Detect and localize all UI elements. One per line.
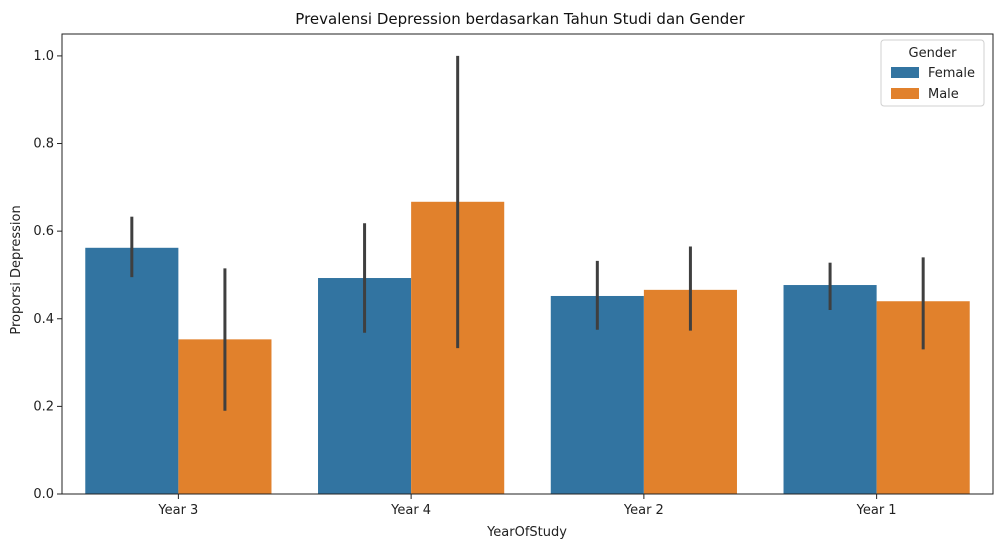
legend-swatch-male [891, 88, 919, 99]
plot-area: 0.0 0.2 0.4 0.6 0.8 1.0 Year 3 Year 4 Year 2 Year… [33, 33, 994, 518]
legend-label-female: Female [928, 66, 975, 81]
x-tick-label: Year 1 [856, 503, 897, 518]
x-axis-label: YearOfStudy [486, 525, 567, 540]
legend: Gender Female Male [880, 39, 985, 107]
x-tick-label: Year 3 [157, 503, 198, 518]
y-tick-label: 1.0 [33, 49, 54, 64]
legend-label-male: Male [928, 87, 959, 102]
y-axis-label: Proporsi Depression [9, 205, 24, 334]
bar-female-year-1 [783, 285, 877, 494]
x-tick-label: Year 2 [623, 503, 664, 518]
y-tick-label: 0.6 [33, 224, 54, 239]
y-tick-label: 0.2 [33, 399, 54, 414]
legend-swatch-female [891, 67, 919, 78]
legend-title: Gender [909, 46, 958, 61]
y-tick-label: 0.0 [33, 487, 54, 502]
chart-title: Prevalensi Depression berdasarkan Tahun … [295, 10, 745, 28]
bar-female-year-3 [85, 247, 179, 494]
y-tick-label: 0.8 [33, 137, 54, 152]
x-tick-label: Year 4 [390, 503, 431, 518]
y-tick-label: 0.4 [33, 312, 54, 327]
plot-frame [61, 33, 994, 495]
